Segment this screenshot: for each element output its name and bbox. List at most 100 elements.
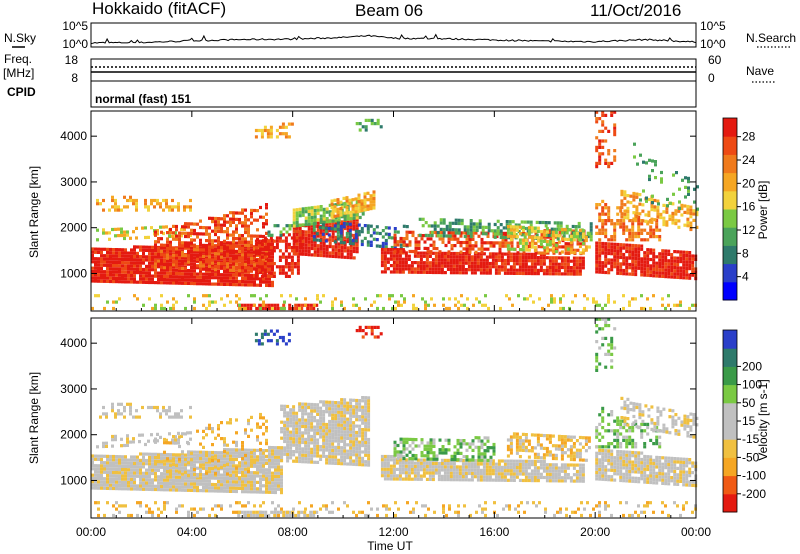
heatmap-cell xyxy=(523,236,527,240)
heatmap-cell xyxy=(178,244,181,248)
heatmap-cell xyxy=(205,245,208,249)
heatmap-cell xyxy=(637,222,641,226)
heatmap-cell xyxy=(144,205,147,209)
heatmap-cell xyxy=(551,262,555,266)
heatmap-cell xyxy=(142,277,145,281)
heatmap-cell xyxy=(445,234,449,238)
heatmap-cell xyxy=(623,209,627,213)
heatmap-cell xyxy=(106,461,109,465)
heatmap-cell xyxy=(595,161,599,165)
heatmap-cell xyxy=(159,415,162,419)
heatmap-cell xyxy=(372,196,376,200)
heatmap-cell xyxy=(296,255,300,259)
heatmap-cell xyxy=(556,224,560,228)
heatmap-cell xyxy=(259,458,262,462)
heatmap-cell xyxy=(478,225,482,229)
heatmap-cell xyxy=(247,455,250,459)
heatmap-cell xyxy=(112,464,115,468)
heatmap-cell xyxy=(205,294,208,298)
heatmap-cell xyxy=(133,258,136,262)
heatmap-cell xyxy=(631,259,635,264)
heatmap-cell xyxy=(172,231,175,235)
heatmap-cell xyxy=(289,449,293,453)
heatmap-cell xyxy=(583,306,586,311)
heatmap-cell xyxy=(413,261,417,265)
heatmap-cell xyxy=(286,440,290,444)
heatmap-cell xyxy=(670,256,674,260)
heatmap-cell xyxy=(253,208,256,213)
heatmap-cell xyxy=(589,225,593,229)
heatmap-cell xyxy=(436,224,440,228)
heatmap-cell xyxy=(202,256,205,260)
heatmap-cell xyxy=(208,460,211,464)
heatmap-cell xyxy=(156,229,159,233)
heatmap-cell xyxy=(117,205,120,209)
heatmap-cell xyxy=(551,256,555,260)
heatmap-cell xyxy=(512,231,516,235)
heatmap-cell xyxy=(265,203,268,207)
heatmap-cell xyxy=(274,478,277,482)
heatmap-cell xyxy=(220,454,223,458)
heatmap-cell xyxy=(205,263,208,267)
heatmap-cell xyxy=(250,234,253,238)
heatmap-cell xyxy=(217,451,220,455)
heatmap-cell xyxy=(372,200,376,204)
heatmap-cell xyxy=(307,450,311,454)
heatmap-cell xyxy=(634,219,638,223)
heatmap-cell xyxy=(375,244,379,248)
heatmap-cell xyxy=(488,268,492,272)
heatmap-cell xyxy=(539,265,543,269)
heatmap-cell xyxy=(442,303,445,307)
heatmap-cell xyxy=(106,263,109,267)
heatmap-cell xyxy=(484,303,487,307)
heatmap-cell xyxy=(175,453,178,457)
heatmap-cell xyxy=(391,294,394,298)
heatmap-cell xyxy=(223,303,226,307)
heatmap-cell xyxy=(395,248,399,252)
heatmap-cell xyxy=(506,228,510,232)
heatmap-cell xyxy=(631,269,635,273)
heatmap-cell xyxy=(433,303,436,307)
heatmap-cell xyxy=(487,225,491,230)
heatmap-cell xyxy=(184,482,187,486)
heatmap-cell xyxy=(566,228,570,232)
heatmap-cell xyxy=(260,135,264,139)
heatmap-cell xyxy=(250,253,253,257)
heatmap-cell xyxy=(689,208,693,212)
heatmap-cell xyxy=(229,241,232,245)
heatmap-cell xyxy=(133,465,136,469)
heatmap-cell xyxy=(403,300,406,304)
heatmap-cell xyxy=(111,438,114,442)
heatmap-cell xyxy=(268,487,271,491)
heatmap-cell xyxy=(241,253,244,257)
heatmap-cell xyxy=(654,160,657,164)
heatmap-cell xyxy=(177,412,180,416)
heatmap-cell xyxy=(217,226,220,230)
heatmap-cell xyxy=(628,238,632,242)
heatmap-cell xyxy=(232,276,235,280)
heatmap-cell xyxy=(334,229,338,233)
heatmap-cell xyxy=(266,274,270,278)
heatmap-cell xyxy=(265,419,268,423)
heatmap-cell xyxy=(217,257,220,261)
heatmap-cell xyxy=(100,254,103,258)
heatmap-cell xyxy=(232,268,235,272)
heatmap-cell xyxy=(274,446,277,450)
heatmap-cell xyxy=(148,452,151,456)
heatmap-cell xyxy=(373,300,376,304)
heatmap-cell xyxy=(223,489,226,493)
heatmap-cell xyxy=(653,205,657,209)
heatmap-cell xyxy=(521,248,525,252)
heatmap-cell xyxy=(120,230,123,234)
heatmap-cell xyxy=(214,223,217,227)
heatmap-cell xyxy=(196,264,199,268)
heatmap-cell xyxy=(512,259,516,263)
heatmap-cell xyxy=(370,122,374,126)
heatmap-cell xyxy=(352,221,356,225)
heatmap-cell xyxy=(310,457,314,461)
heatmap-cell xyxy=(286,449,290,453)
heatmap-cell xyxy=(223,244,226,248)
heatmap-cell xyxy=(259,412,262,417)
heatmap-cell xyxy=(554,243,558,247)
heatmap-cell xyxy=(280,478,283,482)
